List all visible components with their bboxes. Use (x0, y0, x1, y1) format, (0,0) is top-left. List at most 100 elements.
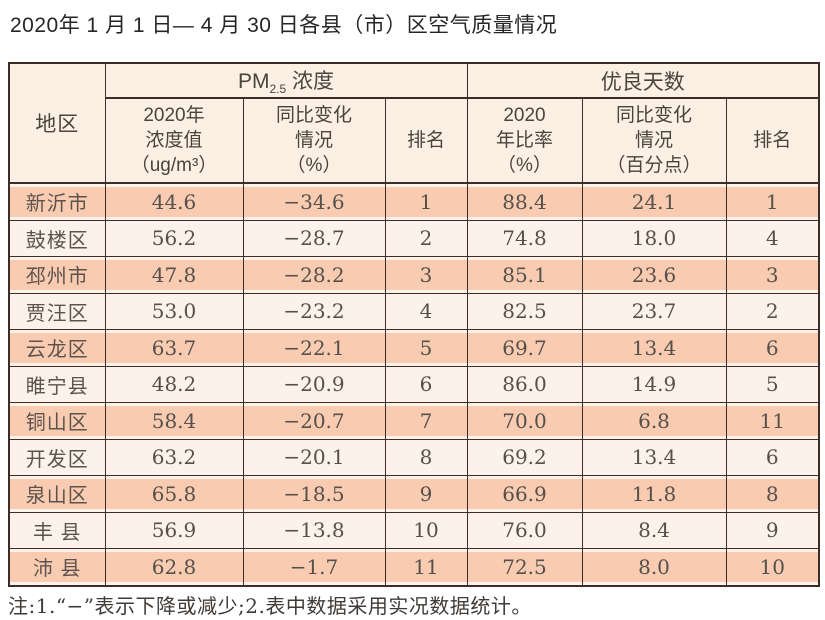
region-cell: 睢宁县 (8, 365, 106, 403)
air-quality-table: 地区 PM2.5 浓度 优良天数 2020年 浓度值 （ug/m³） 同比变化 … (8, 62, 820, 587)
rank-cell: 11 (725, 402, 820, 440)
rank-cell: 2 (725, 292, 820, 330)
page-title: 2020年 1 月 1 日— 4 月 30 日各县（市）区空气质量情况 (10, 14, 558, 37)
rank-cell: 8 (725, 475, 820, 513)
pm25-suffix: 浓度 (286, 69, 335, 93)
ratio-cell: 69.2 (466, 438, 583, 476)
pm-change-cell: −23.2 (242, 292, 386, 330)
ratio-change-cell: 13.4 (581, 329, 727, 367)
pm-rank-cell: 9 (384, 475, 468, 513)
region-cell: 新沂市 (8, 182, 106, 221)
col-header-ratio-label: 2020 年比率 （%） (495, 104, 553, 177)
rank-cell: 9 (725, 511, 820, 549)
pm-rank-cell: 1 (384, 182, 468, 221)
footnote: 注:1.“−”表示下降或减少;2.表中数据采用实况数据统计。 (8, 594, 532, 618)
pm-value-cell: 48.2 (104, 365, 244, 403)
ratio-change-cell: 14.9 (581, 365, 727, 403)
region-cell: 泉山区 (8, 475, 106, 513)
ratio-cell: 82.5 (466, 292, 583, 330)
ratio-change-cell: 6.8 (581, 402, 727, 440)
pm-change-cell: −20.1 (242, 438, 386, 476)
pm-value-cell: 63.7 (104, 329, 244, 367)
sub-header-row: 2020年 浓度值 （ug/m³） 同比变化 情况 （%） 排名 2020 年比… (9, 97, 820, 184)
pm-rank-cell: 5 (384, 329, 468, 367)
col-header-ratio: 2020 年比率 （%） (466, 97, 583, 184)
pm-rank-cell: 2 (384, 219, 468, 257)
ratio-change-cell: 11.8 (581, 475, 727, 513)
ratio-change-cell: 23.7 (581, 292, 727, 330)
pm-rank-cell: 11 (384, 548, 468, 586)
region-cell: 邳州市 (8, 256, 106, 294)
ratio-cell: 69.7 (466, 329, 583, 367)
ratio-change-cell: 24.1 (581, 182, 727, 221)
ratio-change-cell: 13.4 (581, 438, 727, 476)
region-cell: 贾汪区 (8, 292, 106, 330)
col-header-ratio-change-label: 同比变化 情况 （百分点） (606, 104, 702, 177)
ratio-cell: 70.0 (466, 402, 583, 440)
rank-cell: 4 (725, 219, 820, 257)
region-cell: 沛 县 (8, 548, 106, 586)
pm-value-cell: 53.0 (104, 292, 244, 330)
region-cell: 铜山区 (8, 402, 106, 440)
ratio-cell: 74.8 (466, 219, 583, 257)
ratio-cell: 88.4 (466, 182, 583, 221)
pm-change-cell: −28.2 (242, 256, 386, 294)
table-row: 新沂市 44.6 −34.6 1 88.4 24.1 1 (8, 182, 820, 221)
pm-rank-cell: 6 (384, 365, 468, 403)
pm-change-cell: −22.1 (242, 329, 386, 367)
pm-value-cell: 56.2 (104, 219, 244, 257)
col-header-pm-value: 2020年 浓度值 （ug/m³） (104, 97, 244, 184)
ratio-cell: 85.1 (466, 256, 583, 294)
table-row: 邳州市 47.8 −28.2 3 85.1 23.6 3 (8, 256, 820, 294)
pm-rank-cell: 8 (384, 438, 468, 476)
ratio-cell: 66.9 (466, 475, 583, 513)
ratio-cell: 86.0 (466, 365, 583, 403)
col-header-ratio-change: 同比变化 情况 （百分点） (581, 97, 727, 184)
table-row: 泉山区 65.8 −18.5 9 66.9 11.8 8 (8, 475, 820, 513)
ratio-cell: 72.5 (466, 548, 583, 586)
rank-cell: 6 (725, 329, 820, 367)
pm-rank-cell: 3 (384, 256, 468, 294)
pm-rank-cell: 4 (384, 292, 468, 330)
ratio-change-cell: 8.0 (581, 548, 727, 586)
region-cell: 丰 县 (8, 511, 106, 549)
rank-cell: 3 (725, 256, 820, 294)
table-row: 鼓楼区 56.2 −28.7 2 74.8 18.0 4 (8, 219, 820, 257)
table-row: 沛 县 62.8 −1.7 11 72.5 8.0 10 (8, 548, 820, 586)
rank-cell: 1 (725, 182, 820, 221)
col-header-rank-label: 排名 (753, 129, 792, 151)
pm25-prefix: PM (237, 69, 270, 93)
pm25-subscript: 2.5 (269, 82, 287, 97)
col-header-pm-rank: 排名 (384, 97, 468, 184)
pm-change-cell: −28.7 (242, 219, 386, 257)
rank-cell: 10 (725, 548, 820, 586)
pm-change-cell: −13.8 (242, 511, 386, 549)
ratio-change-cell: 18.0 (581, 219, 727, 257)
pm-value-cell: 62.8 (104, 548, 244, 586)
rank-cell: 5 (725, 365, 820, 403)
pm-change-cell: −34.6 (242, 182, 386, 221)
col-group-pm25: PM2.5 浓度 (104, 62, 468, 99)
pm-value-cell: 58.4 (104, 402, 244, 440)
pm-value-cell: 44.6 (104, 182, 244, 221)
table-row: 云龙区 63.7 −22.1 5 69.7 13.4 6 (8, 329, 820, 367)
pm-value-cell: 47.8 (104, 256, 244, 294)
pm-change-cell: −20.7 (242, 402, 386, 440)
table-row: 睢宁县 48.2 −20.9 6 86.0 14.9 5 (8, 365, 820, 403)
pm-value-cell: 65.8 (104, 475, 244, 513)
group-header-row: 地区 PM2.5 浓度 优良天数 (8, 62, 820, 184)
table-row: 贾汪区 53.0 −23.2 4 82.5 23.7 2 (8, 292, 820, 330)
pm-change-cell: −18.5 (242, 475, 386, 513)
col-header-pm-change: 同比变化 情况 （%） (242, 97, 386, 184)
region-cell: 开发区 (8, 438, 106, 476)
ratio-change-cell: 23.6 (581, 256, 727, 294)
region-cell: 鼓楼区 (8, 219, 106, 257)
pm-change-cell: −20.9 (242, 365, 386, 403)
pm-value-cell: 63.2 (104, 438, 244, 476)
col-header-pm-value-label: 2020年 浓度值 （ug/m³） (130, 104, 218, 177)
rank-cell: 6 (725, 438, 820, 476)
region-cell: 云龙区 (8, 329, 106, 367)
pm25-group-label: PM2.5 浓度 (237, 69, 335, 97)
pm-rank-cell: 10 (384, 511, 468, 549)
